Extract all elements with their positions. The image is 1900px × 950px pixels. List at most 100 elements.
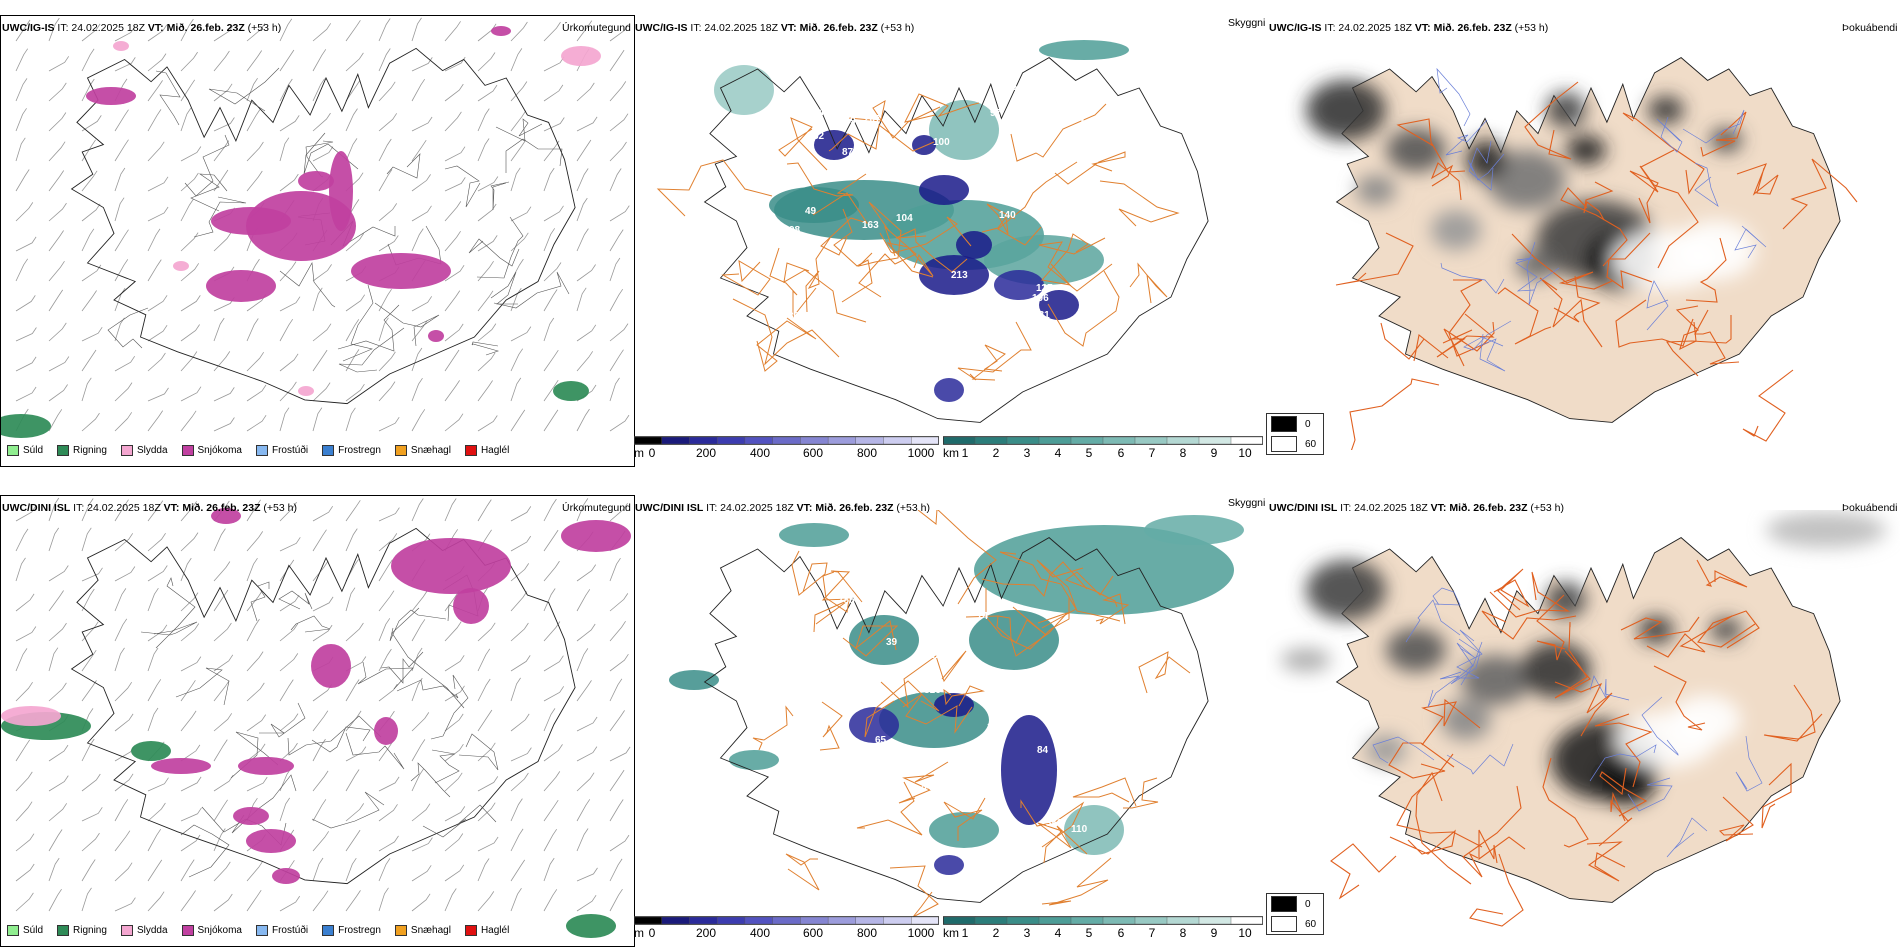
wind-barb — [213, 117, 235, 132]
wind-barb — [477, 290, 494, 312]
wind-barb — [147, 259, 162, 282]
wind-barb — [378, 317, 389, 342]
wind-barb — [609, 377, 620, 402]
wind-barb — [576, 351, 594, 372]
wind-barb — [345, 679, 360, 702]
wind-barb — [213, 317, 225, 342]
road-line — [357, 661, 414, 690]
legend-swatch — [181, 925, 194, 936]
wind-barb — [543, 205, 564, 222]
road-line — [1536, 594, 1566, 661]
fog-area — [1676, 220, 1756, 280]
wind-barb — [477, 858, 490, 882]
road-line — [1542, 757, 1589, 848]
colorbar-tick-label: 4 — [1054, 446, 1062, 460]
wind-barb — [609, 769, 625, 792]
legend-swatch — [7, 925, 19, 936]
road-line — [1511, 233, 1613, 290]
wind-barb — [147, 500, 164, 522]
wind-barb — [213, 861, 231, 882]
wind-barb — [312, 770, 329, 792]
fog-area — [1306, 560, 1386, 620]
road-line — [389, 609, 447, 642]
ceiling-area — [919, 255, 989, 295]
wind-barb — [543, 379, 559, 402]
wind-barb — [510, 81, 528, 102]
road-line — [374, 302, 440, 347]
precip-area — [329, 151, 353, 231]
road-line — [1696, 559, 1748, 588]
cloud-base-label: 46 — [1036, 164, 1048, 175]
wind-barb — [15, 863, 35, 882]
road-line — [1553, 275, 1601, 323]
wind-barb — [312, 23, 332, 42]
road-line — [1554, 681, 1613, 737]
colorbar-tick-label: 10 — [1238, 926, 1252, 940]
wind-barb — [378, 804, 398, 822]
wind-barb — [147, 109, 162, 132]
header-top-visibility: UWC/IG-IS IT: 24.02.2025 18Z VT: Mið. 26… — [635, 22, 915, 34]
wind-barb — [312, 831, 330, 852]
wind-barb — [411, 803, 431, 822]
cloud-base-label: 101 — [884, 551, 901, 562]
header-bottom-visibility: UWC/DINI ISL IT: 24.02.2025 18Z VT: Mið.… — [635, 502, 930, 514]
fog-panel-top — [1266, 30, 1900, 450]
wind-barb — [147, 859, 163, 882]
road-line — [430, 674, 469, 740]
wind-barb — [246, 170, 263, 192]
colorbar-tick-label: 800 — [856, 926, 878, 940]
wind-barb — [48, 384, 68, 402]
wind-barb — [510, 887, 522, 912]
wind-barb — [81, 527, 92, 552]
visibility-colorbar-bottom — [943, 916, 1263, 925]
cloud-base-label: 356 — [899, 361, 916, 372]
wind-barb — [477, 84, 498, 102]
wind-barb — [15, 78, 28, 102]
colorbar-cell — [744, 436, 774, 445]
wind-barb — [510, 535, 532, 552]
wind-barb — [609, 141, 627, 162]
header-top-precip: UWC/IG-IS IT: 24.02.2025 18Z VT: Mið. 26… — [2, 22, 282, 34]
river-line — [1405, 599, 1461, 643]
precip-area — [151, 758, 211, 774]
wind-barb — [279, 296, 301, 312]
wind-barb — [312, 112, 331, 132]
legend-label: Rigning — [73, 925, 107, 936]
road-line — [999, 551, 1077, 629]
wind-barb — [510, 747, 532, 762]
wind-barb — [246, 351, 265, 372]
wind-barb — [477, 648, 491, 672]
cloud-base-label: 104 — [896, 213, 913, 224]
wind-barb — [510, 591, 528, 612]
river-line — [1427, 671, 1462, 708]
road-line — [1138, 651, 1191, 694]
wind-barb — [543, 140, 560, 162]
colorbar-tick-label: 1000 — [907, 446, 935, 460]
visibility-panel-bottom: 785 359 960 84 129 316 116 110 55 65 109 177 262 84 21… — [634, 510, 1264, 930]
cloud-base-label: 109 — [750, 622, 767, 633]
wind-barb — [180, 351, 198, 372]
fog-area — [1486, 150, 1566, 210]
wind-barb — [411, 739, 426, 762]
wind-barb — [477, 235, 498, 252]
wind-barb — [180, 834, 201, 852]
wind-barb — [114, 773, 134, 792]
precip-map-top — [1, 17, 630, 438]
precip-legend-item: Snæhagl — [394, 925, 451, 936]
fog-area — [1366, 735, 1406, 765]
road-line — [1782, 158, 1858, 230]
wind-barb — [48, 170, 65, 192]
wind-barb — [510, 287, 522, 312]
road-line — [997, 611, 1069, 657]
wind-barb — [609, 323, 629, 342]
wind-barb — [213, 417, 235, 432]
road-line — [805, 237, 831, 313]
fog-legend-value: 60 — [1305, 438, 1317, 450]
wind-barb — [345, 587, 356, 612]
colorbar-cell — [772, 436, 802, 445]
wind-barb — [543, 262, 562, 282]
legend-label: Slydda — [136, 445, 168, 456]
road-line — [422, 804, 497, 838]
colorbar-tick-label: 0 — [648, 926, 656, 940]
colorbar-frame — [943, 916, 1263, 925]
